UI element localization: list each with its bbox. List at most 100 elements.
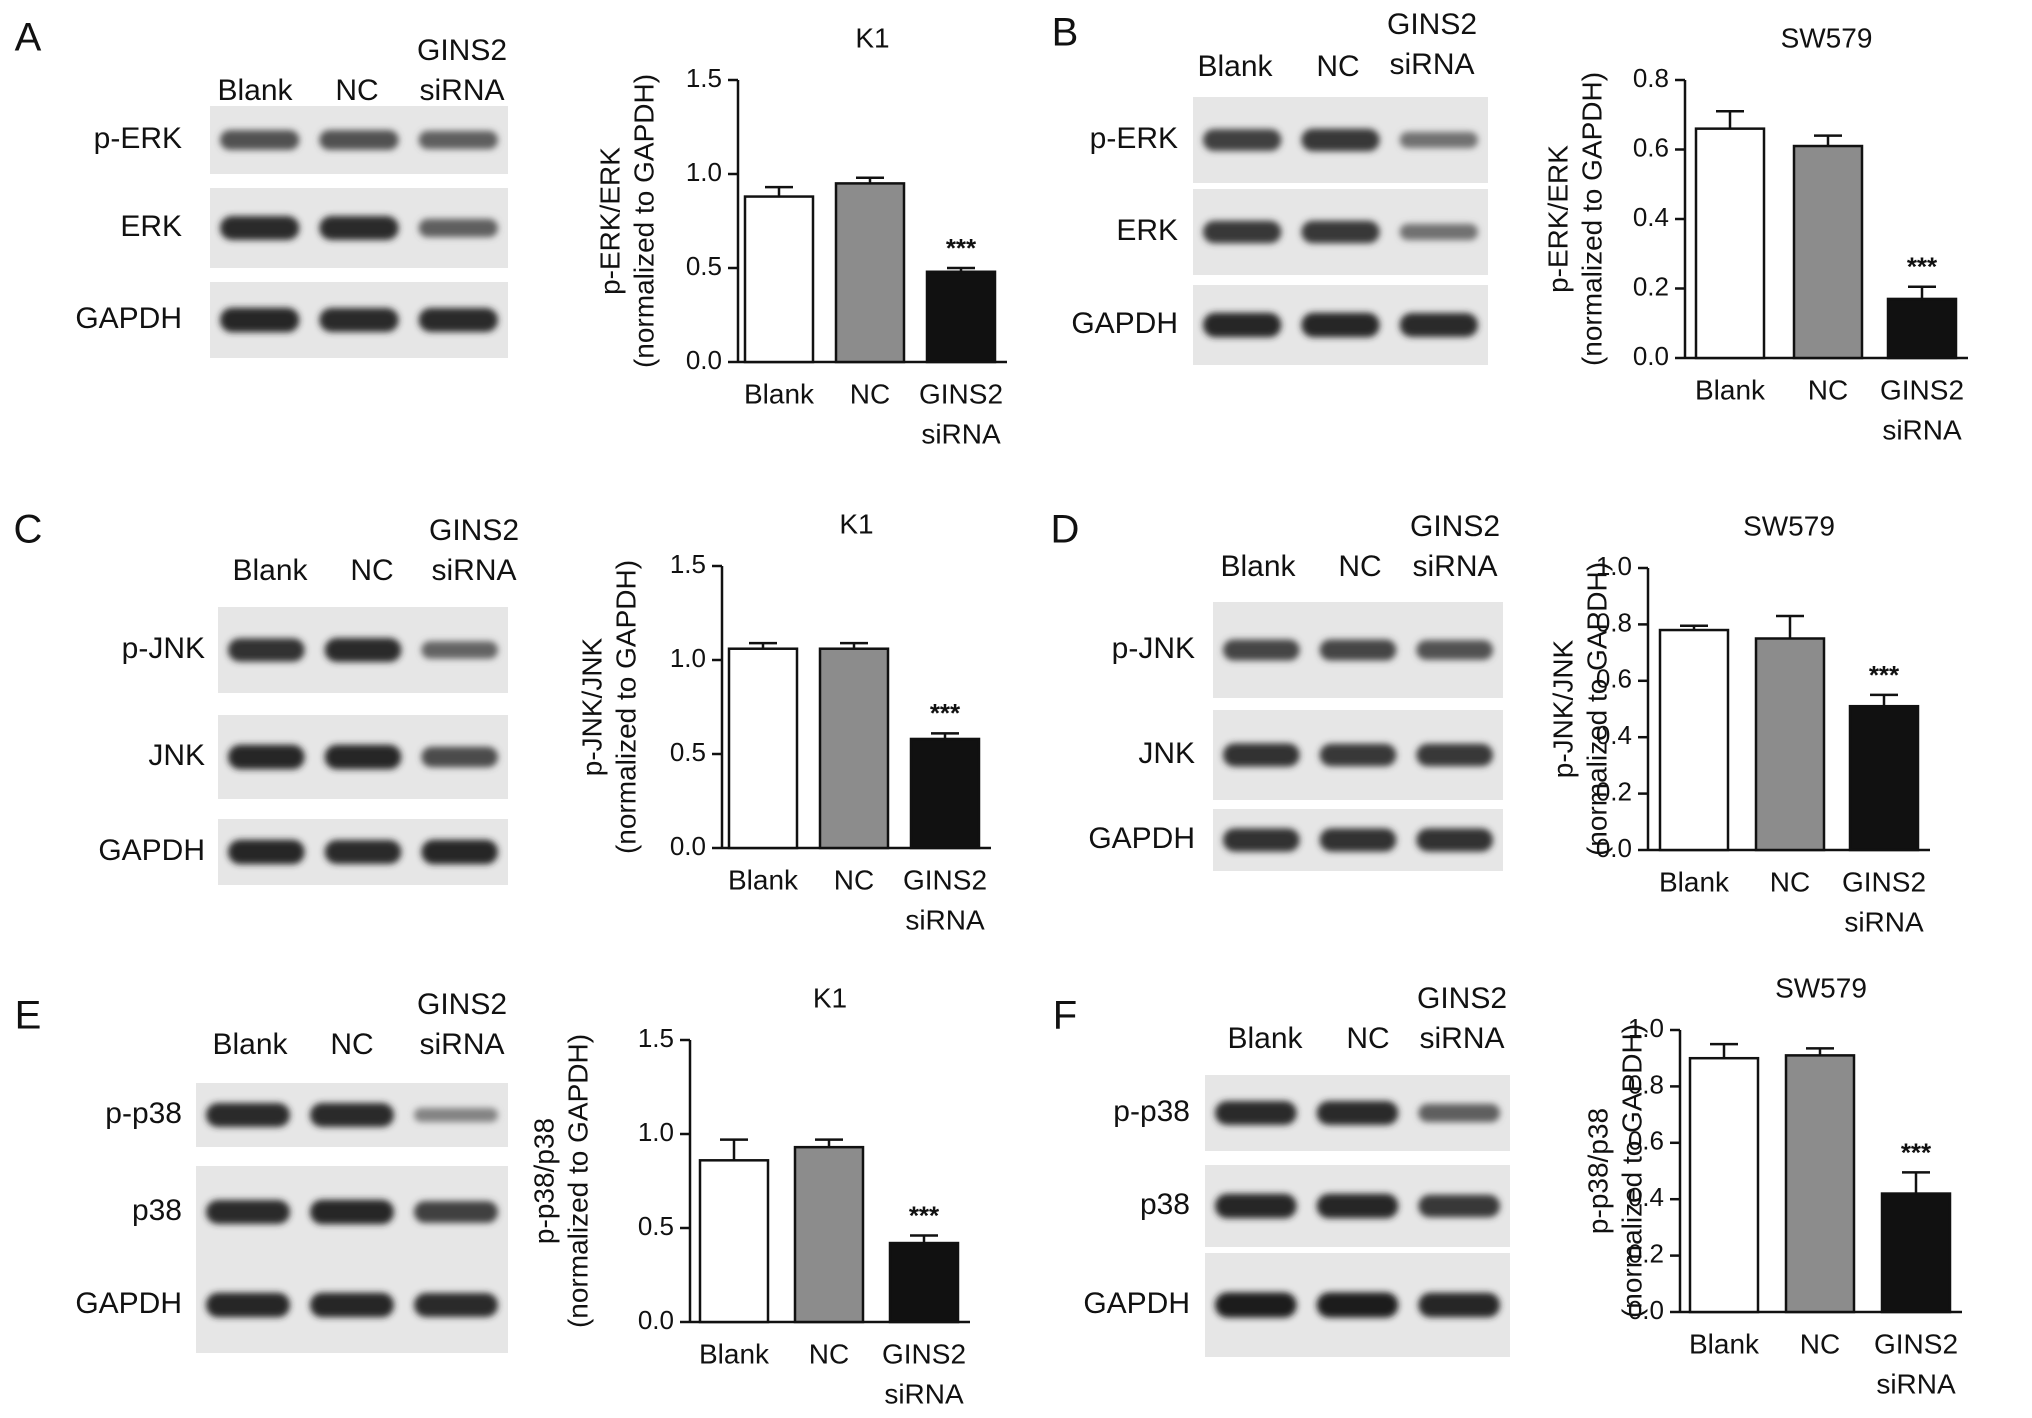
y-tick-label: 1.5 — [686, 63, 722, 93]
panel-c: C Blank NC GINS2 siRNA p-JNK JNK GAPDH — [14, 508, 519, 885]
blot-band — [1319, 743, 1397, 767]
lane-label-gins2: GINS2 — [1387, 8, 1477, 41]
x-category-label: siRNA — [1876, 1368, 1956, 1399]
blot-row-label: p-ERK — [1090, 122, 1178, 155]
significance-label: *** — [1869, 660, 1900, 690]
bar-0 — [1694, 127, 1766, 360]
y-tick-label: 1.5 — [638, 1023, 674, 1053]
blot-band — [228, 839, 305, 865]
y-tick-label: 0.0 — [638, 1305, 674, 1335]
chart-title: K1 — [855, 22, 889, 53]
bar-1 — [1754, 637, 1826, 852]
bar-2 — [909, 737, 981, 850]
lane-label-sirna: siRNA — [419, 74, 504, 107]
y-tick-label: 0.0 — [686, 345, 722, 375]
blot-band — [1418, 1103, 1500, 1123]
blot-band — [319, 308, 399, 332]
chart-title: SW579 — [1781, 22, 1873, 53]
blot-band — [1301, 128, 1380, 152]
x-category-label: siRNA — [1882, 414, 1962, 445]
blot-band — [1416, 640, 1493, 660]
blot-band — [1223, 743, 1300, 767]
x-category-label: NC — [850, 378, 890, 409]
y-tick-label: 0.4 — [1628, 1182, 1664, 1212]
chart-title: SW579 — [1743, 510, 1835, 541]
chart-d: SW579 0.0 0.2 0.4 0.6 0.8 1.0 Blank NC *** GINS2 si… — [1547, 510, 1930, 937]
blot-band — [228, 744, 305, 770]
blot-band — [1399, 223, 1478, 241]
significance-label: *** — [946, 233, 977, 263]
y-axis-label-normalized: (normalized to GAPDH) — [610, 560, 641, 854]
x-category-label: Blank — [1659, 866, 1730, 897]
lane-label-gins2: GINS2 — [1410, 510, 1500, 543]
lane-label-blank: Blank — [1197, 50, 1273, 83]
bar-2 — [1886, 297, 1958, 360]
panel-e: E Blank NC GINS2 siRNA p-p38 p38 GAPDH — [15, 988, 508, 1353]
blot-band — [1316, 1101, 1399, 1125]
lane-label-gins2: GINS2 — [1417, 982, 1507, 1015]
blot-band — [324, 638, 402, 662]
blot-row-label: ERK — [120, 210, 182, 243]
blot-band — [418, 308, 498, 332]
y-tick-label: 1.0 — [686, 157, 722, 187]
blot-band — [228, 638, 305, 662]
y-tick-label: 0.5 — [638, 1211, 674, 1241]
y-tick-label: 0.2 — [1628, 1238, 1664, 1268]
y-axis-label: p-ERK/ERK — [594, 147, 625, 295]
blot-band — [310, 1103, 394, 1127]
y-axis-label: p-p38/p38 — [1582, 1108, 1613, 1234]
blot-row-label: p-JNK — [1112, 632, 1195, 665]
blot-band — [1416, 828, 1493, 852]
x-category-label: siRNA — [905, 904, 985, 935]
blot-row-label: p-JNK — [122, 632, 205, 665]
bar-2 — [1880, 1192, 1952, 1314]
blot-row-label: p-p38 — [1113, 1095, 1190, 1128]
x-category-label: GINS2 — [882, 1338, 966, 1369]
blot-band — [206, 1292, 290, 1318]
y-tick-label: 0.6 — [1633, 132, 1669, 162]
chart-title: K1 — [813, 982, 847, 1013]
blot-band — [1203, 312, 1282, 338]
x-category-label: NC — [834, 864, 874, 895]
blot-row-label: JNK — [148, 739, 205, 772]
significance-label: *** — [1907, 252, 1938, 282]
lane-label-nc: NC — [330, 1028, 373, 1061]
x-category-label: siRNA — [1844, 906, 1924, 937]
y-tick-label: 0.2 — [1596, 776, 1632, 806]
x-category-label: NC — [1770, 866, 1810, 897]
blot-band — [1418, 1292, 1500, 1318]
blot-row-label: p38 — [132, 1194, 182, 1227]
bar-0 — [743, 195, 815, 364]
x-category-label: GINS2 — [903, 864, 987, 895]
blot-band — [1203, 220, 1282, 244]
y-axis-label-normalized: (normalized to GAPDH) — [628, 74, 659, 368]
blot-band — [421, 839, 498, 865]
x-category-label: Blank — [728, 864, 799, 895]
panel-d: D Blank NC GINS2 siRNA p-JNK JNK GAPDH — [1051, 508, 1503, 871]
x-category-label: NC — [1808, 374, 1848, 405]
lane-label-gins2: GINS2 — [417, 988, 507, 1021]
blot-row-label: GAPDH — [1071, 307, 1178, 340]
blot-band — [421, 746, 498, 768]
bar-1 — [834, 182, 906, 364]
blot-row-label: GAPDH — [75, 1287, 182, 1320]
blot-band — [206, 1200, 290, 1224]
blot-row-label: GAPDH — [1088, 822, 1195, 855]
blot-band — [310, 1199, 394, 1225]
y-tick-label: 1.0 — [638, 1117, 674, 1147]
blot-band — [1215, 1193, 1297, 1219]
blot-band — [1215, 1101, 1297, 1125]
panel-letter: D — [1051, 508, 1080, 552]
chart-title: K1 — [839, 508, 873, 539]
y-tick-label: 0.2 — [1633, 271, 1669, 301]
blot-band — [206, 1103, 290, 1127]
y-tick-label: 0.8 — [1628, 1069, 1664, 1099]
blot-row-label: p-ERK — [94, 122, 182, 155]
blot-row-label: GAPDH — [98, 834, 205, 867]
y-tick-label: 0.0 — [1633, 341, 1669, 371]
y-axis-label: p-JNK/JNK — [1547, 639, 1578, 778]
blot-band — [324, 840, 402, 864]
blot-band — [1223, 639, 1300, 661]
y-tick-label: 0.5 — [670, 737, 706, 767]
panel-f: F Blank NC GINS2 siRNA p-p38 p38 GAPDH — [1053, 982, 1510, 1357]
